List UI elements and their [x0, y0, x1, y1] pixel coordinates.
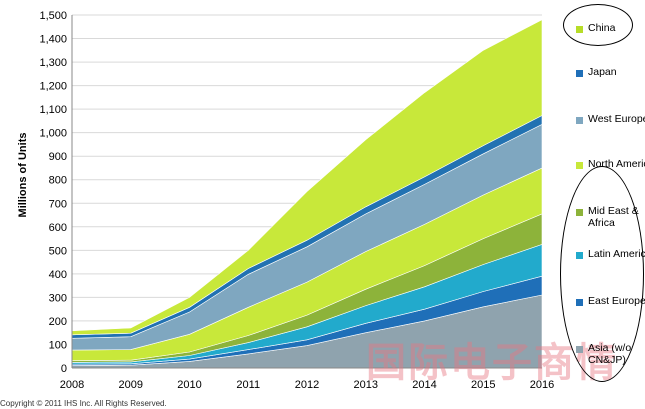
- y-tick-label: 1,200: [39, 81, 67, 93]
- legend-swatch: [576, 70, 583, 77]
- y-tick-label: 700: [49, 198, 67, 210]
- y-tick-label: 1,500: [39, 10, 67, 22]
- y-tick-label: 800: [49, 175, 67, 187]
- area-china: [71, 19, 543, 336]
- x-tick-label: 2009: [119, 379, 143, 391]
- y-tick-label: 500: [49, 245, 67, 257]
- x-tick-label: 2008: [60, 379, 84, 391]
- y-tick-label: 600: [49, 222, 67, 234]
- area-series: [71, 19, 543, 369]
- y-tick-label: 0: [61, 363, 67, 375]
- x-tick-label: 2010: [177, 379, 201, 391]
- legend-swatch: [576, 117, 583, 124]
- legend-swatch: [576, 162, 583, 169]
- legend-label: Japan: [588, 66, 617, 78]
- x-tick-label: 2011: [236, 379, 260, 391]
- y-tick-label: 1,000: [39, 128, 67, 140]
- legend-label: West Europe: [588, 113, 645, 125]
- highlight-ellipse-china: [563, 4, 633, 46]
- y-tick-label: 300: [49, 292, 67, 304]
- y-tick-label: 100: [49, 339, 67, 351]
- y-tick-label: 1,400: [39, 34, 67, 46]
- highlight-ellipse-regions: [560, 166, 644, 382]
- x-tick-label: 2014: [412, 379, 436, 391]
- y-tick-label: 900: [49, 151, 67, 163]
- y-tick-label: 1,300: [39, 57, 67, 69]
- x-tick-label: 2012: [295, 379, 319, 391]
- y-tick-label: 200: [49, 316, 67, 328]
- x-tick-label: 2015: [471, 379, 495, 391]
- axes: 0 100 200 300 400 500 600 700 800 900 1,000 1,100 1,…: [39, 10, 554, 391]
- y-axis-label: Millions of Units: [17, 133, 29, 218]
- y-tick-label: 1,100: [39, 104, 67, 116]
- copyright-text: Copyright © 2011 IHS Inc. All Rights Res…: [0, 399, 167, 408]
- y-tick-label: 400: [49, 269, 67, 281]
- x-tick-label: 2013: [354, 379, 378, 391]
- x-tick-label: 2016: [530, 379, 554, 391]
